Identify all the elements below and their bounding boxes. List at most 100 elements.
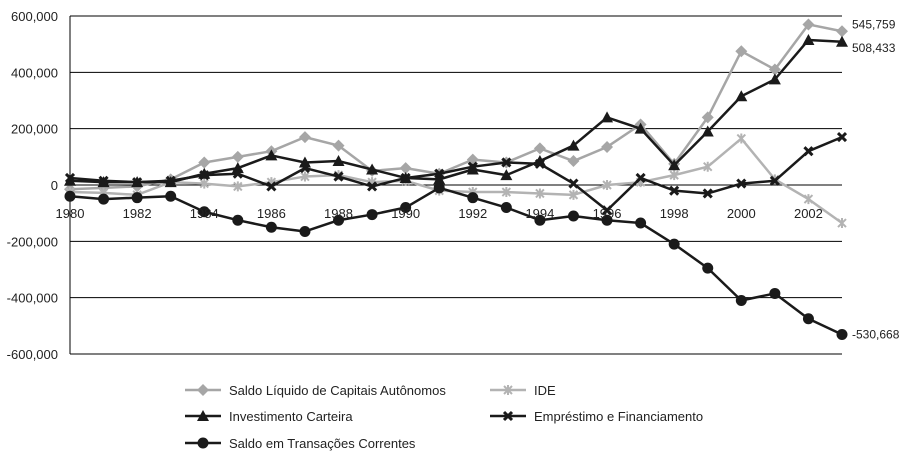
series-marker bbox=[500, 202, 512, 214]
legend: Saldo Líquido de Capitais Autônomos IDE In… bbox=[185, 383, 703, 451]
series-marker bbox=[466, 163, 479, 175]
series-marker bbox=[567, 155, 580, 168]
series-line bbox=[69, 23, 843, 191]
x-tick-label: 1984 bbox=[190, 206, 219, 221]
series-marker bbox=[836, 35, 848, 47]
series-marker bbox=[534, 158, 545, 169]
series-marker bbox=[768, 63, 781, 76]
series-marker bbox=[769, 287, 781, 299]
y-tick-label: -600,000 bbox=[7, 347, 58, 362]
series-marker bbox=[434, 168, 445, 179]
series-marker bbox=[669, 170, 679, 181]
series-line bbox=[69, 38, 843, 184]
legend-label: IDE bbox=[534, 383, 556, 398]
y-tick-label: -200,000 bbox=[7, 234, 58, 249]
series-marker bbox=[635, 217, 647, 229]
x-tick-label: 1992 bbox=[458, 206, 487, 221]
series-marker bbox=[64, 174, 76, 186]
legend-item: Saldo em Transações Correntes bbox=[185, 436, 416, 451]
series-marker bbox=[433, 182, 445, 194]
series-marker bbox=[736, 178, 747, 189]
series-marker bbox=[197, 437, 209, 449]
series-marker bbox=[298, 131, 311, 144]
series-marker bbox=[501, 157, 512, 168]
series-marker bbox=[503, 385, 513, 395]
series-marker bbox=[232, 214, 244, 226]
series-marker bbox=[367, 181, 378, 192]
series-marker bbox=[668, 238, 680, 250]
series-marker bbox=[701, 111, 714, 124]
series-marker bbox=[232, 168, 243, 179]
series-marker bbox=[332, 139, 345, 152]
series-marker bbox=[803, 194, 814, 205]
x-tick-label: 1986 bbox=[257, 206, 286, 221]
series-marker bbox=[602, 180, 612, 190]
series-marker bbox=[366, 209, 378, 221]
y-tick-label: -400,000 bbox=[7, 291, 58, 306]
series-marker bbox=[567, 139, 580, 151]
series-marker bbox=[399, 162, 412, 175]
legend-item: IDE bbox=[490, 383, 556, 398]
series-marker bbox=[231, 150, 244, 163]
series-marker bbox=[837, 218, 847, 229]
series-marker bbox=[266, 181, 277, 192]
series-marker bbox=[702, 262, 714, 274]
series-marker bbox=[535, 188, 545, 199]
series-marker bbox=[265, 149, 278, 161]
x-tick-label: 1982 bbox=[123, 206, 152, 221]
series-marker bbox=[601, 111, 614, 123]
legend-label: Empréstimo e Financiamento bbox=[534, 409, 703, 424]
series-marker bbox=[701, 125, 714, 137]
series-marker bbox=[735, 45, 748, 58]
legend-label: Saldo em Transações Correntes bbox=[229, 436, 416, 451]
series-marker bbox=[836, 132, 848, 143]
series-marker bbox=[669, 185, 680, 196]
series-marker bbox=[802, 313, 814, 325]
series-marker bbox=[768, 73, 781, 85]
series-marker bbox=[333, 214, 345, 226]
series-marker bbox=[198, 156, 211, 169]
x-tick-label: 1994 bbox=[525, 206, 554, 221]
y-tick-label: 400,000 bbox=[11, 65, 58, 80]
y-axis-labels: 600,000 400,000 200,000 0 -200,000 -400,000 -6… bbox=[7, 9, 58, 362]
series-marker bbox=[735, 294, 747, 306]
series-marker bbox=[802, 18, 815, 31]
x-tick-label: 1998 bbox=[660, 206, 689, 221]
series-marker bbox=[366, 163, 379, 175]
series-marker bbox=[735, 90, 748, 102]
legend-item: Empréstimo e Financiamento bbox=[490, 409, 703, 424]
series-marker bbox=[165, 175, 176, 186]
gridlines bbox=[69, 15, 842, 355]
series-marker bbox=[803, 146, 814, 157]
series-marker bbox=[165, 190, 177, 202]
series-marker bbox=[534, 214, 546, 226]
series-marker bbox=[634, 122, 647, 134]
series-marker bbox=[836, 25, 848, 38]
legend-label: Investimento Carteira bbox=[229, 409, 353, 424]
legend-item: Investimento Carteira bbox=[185, 409, 353, 424]
series-marker bbox=[233, 181, 243, 192]
y-tick-label: 200,000 bbox=[11, 122, 58, 137]
series-line bbox=[69, 186, 843, 336]
x-tick-label: 1980 bbox=[56, 206, 85, 221]
series-5 bbox=[64, 182, 848, 340]
series-marker bbox=[502, 410, 514, 422]
x-tick-label: 2002 bbox=[794, 206, 823, 221]
series-marker bbox=[433, 173, 446, 185]
series-marker bbox=[635, 172, 646, 184]
series-marker bbox=[299, 225, 311, 237]
series-line bbox=[69, 137, 843, 225]
series-marker bbox=[568, 178, 579, 189]
series-marker bbox=[98, 193, 110, 205]
end-value-label: 508,433 bbox=[852, 41, 896, 55]
series-marker bbox=[601, 214, 613, 226]
y-tick-label: 0 bbox=[51, 178, 58, 193]
end-value-label: -530,668 bbox=[852, 327, 899, 341]
series-marker bbox=[802, 33, 815, 45]
y-tick-label: 600,000 bbox=[11, 9, 58, 24]
legend-item: Saldo Líquido de Capitais Autônomos bbox=[185, 383, 446, 398]
series-marker bbox=[836, 328, 848, 340]
end-value-labels: 545,759 508,433 -530,668 bbox=[852, 17, 899, 341]
series-marker bbox=[132, 177, 143, 188]
